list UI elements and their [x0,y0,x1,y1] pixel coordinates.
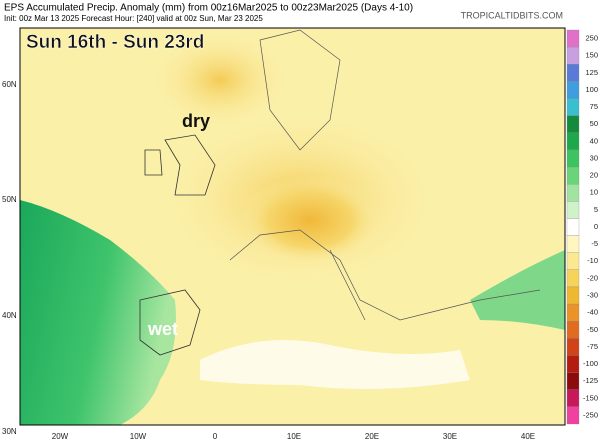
dry-label: dry [182,111,210,131]
longitude-label: 20W [52,432,69,441]
colorbar-label: 150 [585,51,598,60]
colorbar-swatch [566,372,580,390]
sea-area [200,340,470,389]
longitude-label: 20E [365,432,379,441]
colorbar-label: 5 [594,205,598,214]
colorbar-label: -20 [587,273,598,282]
coastline [139,289,201,356]
colorbar-label: -40 [587,308,598,317]
colorbar-swatch [566,184,580,202]
dry-area [150,30,290,130]
overlay-title: Sun 16th - Sun 23rd [26,32,204,53]
longitude-label: 0 [213,432,218,441]
colorbar-swatch [566,46,580,65]
header-info: Init: 00z Mar 13 2025 Forecast Hour: [24… [4,14,263,23]
colorbar-label: -75 [587,342,598,351]
colorbar-label: 50 [590,119,598,128]
colorbar-label: 10 [590,188,598,197]
colorbar-label: 40 [590,136,598,145]
colorbar-label: -150 [583,393,598,402]
colorbar-label: -100 [583,359,598,368]
colorbar-label: 0 [594,222,598,231]
colorbar-swatch [566,303,580,322]
latitude-label: 50N [2,195,17,204]
wet-area [20,200,176,425]
colorbar-swatch [566,29,580,48]
colorbar-swatch [566,81,580,99]
colorbar-swatch [566,355,580,373]
colorbar-label: -125 [583,376,598,385]
coastline [229,229,541,321]
latitude-label: 40N [2,311,17,320]
wet-area [470,250,565,330]
colorbar-swatch [566,252,580,270]
colorbar-label: 75 [590,102,598,111]
dry-core [240,175,380,265]
colorbar-swatch [566,166,580,185]
colorbar-label: -5 [591,239,598,248]
latitude-label: 60N [2,80,17,89]
longitude-label: 10E [287,432,301,441]
colorbar-label: -10 [587,256,598,265]
colorbar-swatch [566,132,580,151]
colorbar-swatch [566,321,580,339]
colorbar-swatch [566,338,580,356]
colorbar-swatch [566,149,580,168]
map: Sun 16th - Sun 23rd dry wet [20,28,565,425]
colorbar-swatch [566,218,580,236]
coastline [259,29,341,151]
longitude-label: 10W [130,432,147,441]
colorbar-label: 30 [590,153,598,162]
header-title: EPS Accumulated Precip. Anomaly (mm) fro… [4,3,413,14]
colorbar-label: -50 [587,325,598,334]
longitude-label: 30E [443,432,457,441]
colorbar-swatch [566,389,580,408]
map-frame [19,27,566,426]
colorbar-label: 100 [585,85,598,94]
latitude-label: 30N [2,427,17,436]
coastline [144,134,216,196]
colorbar-swatch [566,64,580,82]
colorbar-label: -250 [583,410,598,419]
colorbar-label: -30 [587,291,598,300]
colorbar-swatch [566,235,580,253]
colorbar-swatch [566,406,580,425]
colorbar-label: 20 [590,171,598,180]
credit: TROPICALTIDBITS.COM [461,10,563,20]
wet-label: wet [147,319,178,339]
longitude-label: 40E [521,432,535,441]
colorbar-swatch [566,286,580,305]
colorbar-swatch [566,269,580,288]
colorbar-label: 250 [585,34,598,43]
colorbar-swatch [566,201,580,219]
colorbar-swatch [566,115,580,133]
colorbar-swatch [566,98,580,116]
colorbar-label: 125 [585,68,598,77]
